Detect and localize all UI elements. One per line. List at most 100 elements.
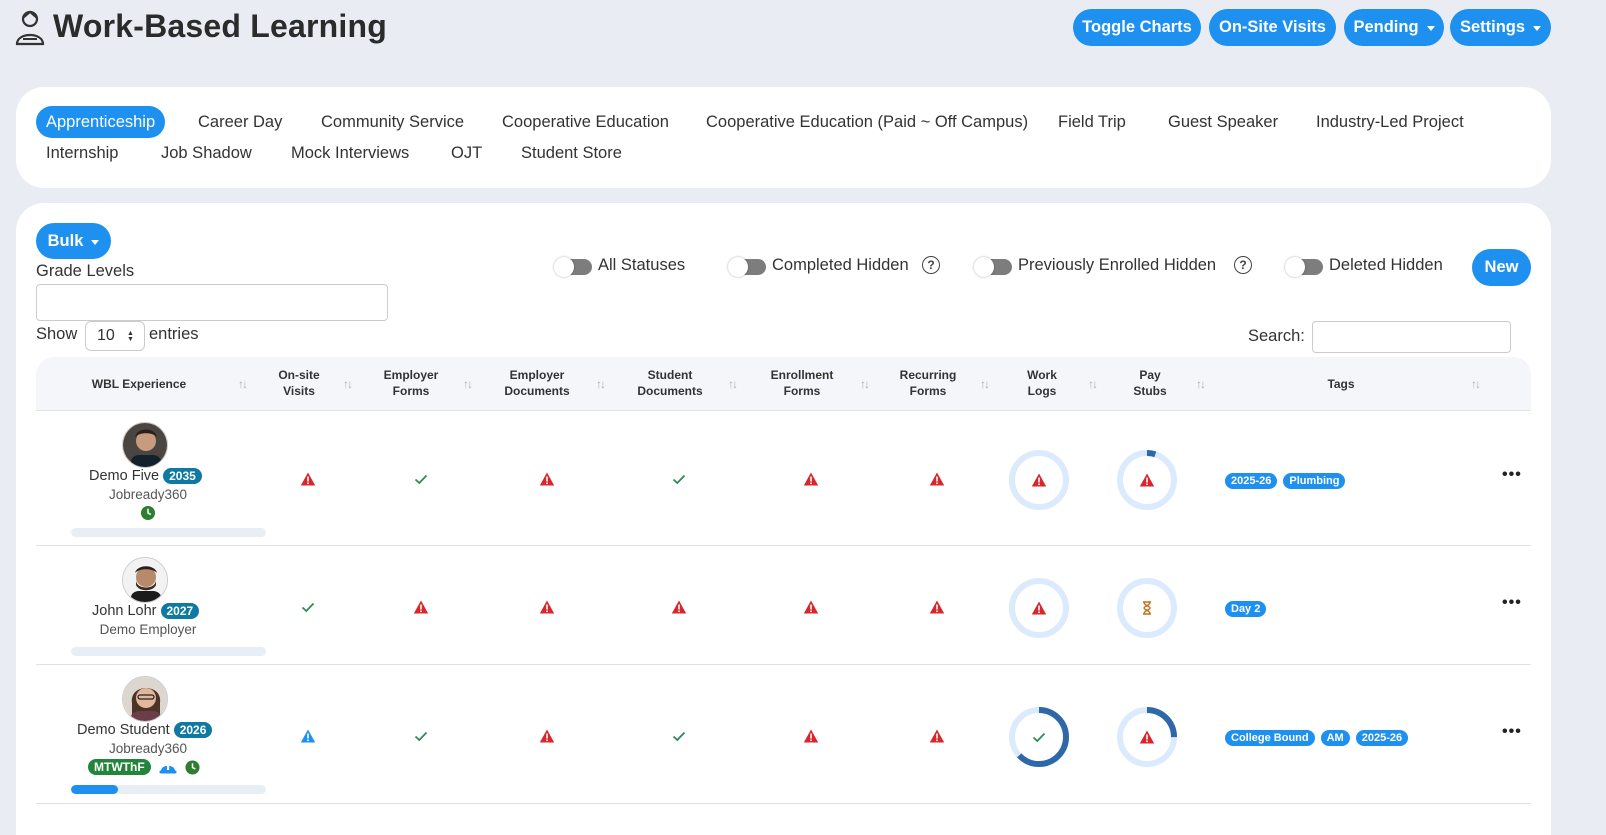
col-onsite-visits[interactable]: On-site Visits	[278, 367, 319, 399]
col-work-logs[interactable]: Work Logs	[1027, 367, 1057, 399]
bulk-label: Bulk	[47, 231, 84, 250]
warning-icon[interactable]	[929, 599, 945, 615]
warning-icon[interactable]	[803, 599, 819, 615]
caret-down-icon	[1426, 26, 1435, 31]
sort-icon[interactable]: ↑↓	[980, 377, 990, 391]
pay-stubs-ring[interactable]	[1115, 448, 1179, 512]
help-icon[interactable]: ?	[922, 256, 940, 274]
tab-apprenticeship[interactable]: Apprenticeship	[36, 106, 166, 138]
tab-student-store[interactable]: Student Store	[521, 143, 622, 162]
col-wbl-experience[interactable]: WBL Experience	[92, 376, 186, 392]
previously-enrolled-hidden-toggle[interactable]	[974, 257, 1012, 277]
tab-mock-interviews[interactable]: Mock Interviews	[291, 143, 410, 162]
warning-icon[interactable]	[413, 599, 429, 615]
tab-industry-led-project[interactable]: Industry-Led Project	[1316, 112, 1464, 131]
work-logs-ring[interactable]	[1007, 576, 1071, 640]
tab-cooperative-education-paid[interactable]: Cooperative Education (Paid ~ Off Campus…	[706, 112, 1029, 131]
tab-job-shadow[interactable]: Job Shadow	[161, 143, 252, 162]
pay-stubs-ring[interactable]	[1115, 705, 1179, 769]
pending-dropdown-button[interactable]: Pending	[1344, 9, 1444, 46]
settings-dropdown-button[interactable]: Settings	[1450, 9, 1551, 46]
tab-career-day[interactable]: Career Day	[198, 112, 283, 131]
col-employer-forms[interactable]: Employer Forms	[384, 367, 439, 399]
new-enrollment-button[interactable]: New	[1472, 249, 1531, 286]
sort-icon[interactable]: ↑↓	[1088, 377, 1098, 391]
toggle-charts-button[interactable]: Toggle Charts	[1073, 9, 1201, 46]
sort-icon[interactable]: ↑↓	[238, 377, 248, 391]
all-statuses-toggle[interactable]	[554, 257, 592, 277]
more-options-icon[interactable]: •••	[1502, 466, 1522, 483]
col-label: Forms	[909, 384, 947, 398]
progress-bar	[71, 647, 266, 656]
table-row[interactable]: Demo Five 2035 Jobready360 2025-26 Plumbi…	[36, 411, 1531, 546]
col-label: Stubs	[1133, 384, 1167, 398]
col-tags[interactable]: Tags	[1327, 376, 1354, 392]
tag-badge[interactable]: Plumbing	[1283, 473, 1346, 489]
warning-icon[interactable]	[929, 728, 945, 744]
student-name[interactable]: John Lohr 2027	[92, 603, 200, 619]
col-enrollment-forms[interactable]: Enrollment Forms	[771, 367, 834, 399]
tag-badge[interactable]: Day 2	[1225, 601, 1267, 617]
warning-icon[interactable]	[539, 471, 555, 487]
col-recurring-forms[interactable]: Recurring Forms	[900, 367, 957, 399]
deleted-hidden-toggle[interactable]	[1285, 257, 1323, 277]
bulk-actions-button[interactable]: Bulk	[36, 223, 111, 259]
tag-badge[interactable]: College Bound	[1225, 730, 1315, 746]
col-employer-documents[interactable]: Employer Documents	[504, 367, 569, 399]
tab-community-service[interactable]: Community Service	[321, 112, 465, 131]
work-logs-ring[interactable]	[1007, 705, 1071, 769]
grad-year-badge: 2026	[173, 722, 213, 738]
tab-cooperative-education[interactable]: Cooperative Education	[502, 112, 669, 131]
tab-field-trip[interactable]: Field Trip	[1058, 112, 1126, 131]
col-label: Visits	[283, 384, 315, 398]
more-options-icon[interactable]: •••	[1502, 723, 1522, 740]
col-label: Forms	[783, 384, 821, 398]
work-logs-ring[interactable]	[1007, 448, 1071, 512]
check-icon[interactable]	[671, 728, 687, 744]
warning-icon[interactable]	[803, 728, 819, 744]
student-name[interactable]: Demo Student 2026	[77, 722, 213, 738]
warning-icon[interactable]	[300, 471, 316, 487]
entries-per-page-select[interactable]: 10 ▲ ▼	[85, 321, 145, 351]
tag-badge[interactable]: 2025-26	[1225, 473, 1278, 489]
sort-icon[interactable]: ↑↓	[728, 377, 738, 391]
search-input[interactable]	[1312, 321, 1511, 353]
table-row[interactable]: Demo Student 2026 Jobready360 MTWThF Coll…	[36, 665, 1531, 804]
previously-enrolled-hidden-label: Previously Enrolled Hidden	[1018, 256, 1217, 274]
more-options-icon[interactable]: •••	[1502, 594, 1522, 611]
help-icon[interactable]: ?	[1234, 256, 1252, 274]
grade-levels-select[interactable]	[36, 284, 388, 321]
col-label: Employer	[383, 368, 439, 382]
warning-icon[interactable]	[929, 471, 945, 487]
info-warning-icon[interactable]	[300, 728, 316, 744]
warning-icon[interactable]	[803, 471, 819, 487]
pay-stubs-ring[interactable]	[1115, 576, 1179, 640]
sort-icon[interactable]: ↑↓	[860, 377, 870, 391]
tag-badge[interactable]: 2025-26	[1355, 730, 1409, 746]
sort-icon[interactable]: ↑↓	[596, 377, 606, 391]
tab-guest-speaker[interactable]: Guest Speaker	[1168, 112, 1279, 131]
work-days-badge: MTWThF	[88, 759, 151, 775]
warning-icon[interactable]	[539, 599, 555, 615]
check-icon[interactable]	[300, 599, 316, 615]
warning-icon[interactable]	[539, 728, 555, 744]
check-icon[interactable]	[413, 728, 429, 744]
sort-icon[interactable]: ↑↓	[463, 377, 473, 391]
tab-ojt[interactable]: OJT	[451, 143, 483, 162]
clock-icon	[185, 759, 200, 775]
check-icon[interactable]	[413, 471, 429, 487]
table-row[interactable]: John Lohr 2027 Demo Employer Day 2 •••	[36, 546, 1531, 665]
tags-list: 2025-26 Plumbing	[1225, 473, 1346, 489]
tab-internship[interactable]: Internship	[46, 143, 119, 162]
student-name[interactable]: Demo Five 2035	[89, 468, 202, 484]
completed-hidden-toggle[interactable]	[728, 257, 766, 277]
col-pay-stubs[interactable]: Pay Stubs	[1133, 367, 1166, 399]
sort-icon[interactable]: ↑↓	[1471, 377, 1481, 391]
onsite-visits-button[interactable]: On-Site Visits	[1209, 9, 1336, 46]
col-student-documents[interactable]: Student Documents	[637, 367, 702, 399]
sort-icon[interactable]: ↑↓	[343, 377, 353, 391]
check-icon[interactable]	[671, 471, 687, 487]
warning-icon[interactable]	[671, 599, 687, 615]
sort-icon[interactable]: ↑↓	[1196, 377, 1206, 391]
tag-badge[interactable]: AM	[1320, 730, 1350, 746]
